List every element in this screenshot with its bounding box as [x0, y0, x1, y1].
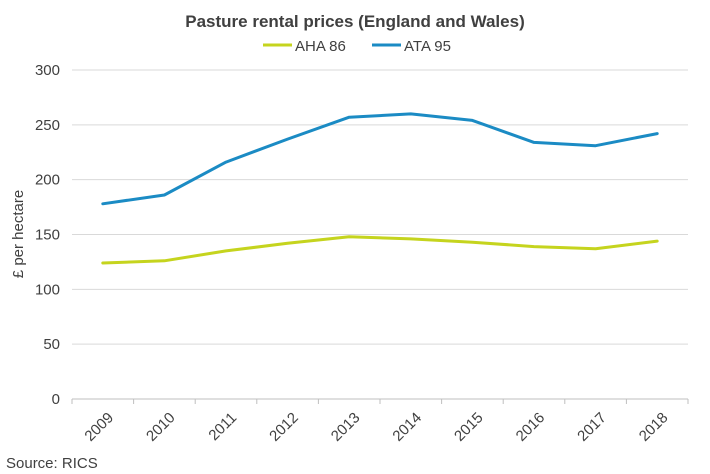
legend-label-ata-95: ATA 95 [404, 38, 451, 55]
y-tick-label: 50 [43, 336, 60, 353]
x-axis-ticks [71, 399, 689, 404]
y-tick-label: 300 [35, 62, 60, 79]
series-line-ata-95 [101, 112, 659, 206]
x-tick-label: 2018 [636, 409, 672, 445]
y-axis-tick-labels: 0 50 100 150 200 250 300 [35, 62, 60, 408]
y-tick-label: 0 [52, 391, 60, 408]
y-tick-label: 150 [35, 227, 60, 244]
x-tick-label: 2015 [451, 409, 487, 445]
x-tick-label: 2016 [513, 409, 549, 445]
y-tick-label: 200 [35, 172, 60, 189]
x-tick-label: 2013 [328, 409, 364, 445]
legend: AHA 86 ATA 95 [263, 38, 451, 55]
legend-label-aha-86: AHA 86 [295, 38, 346, 55]
y-tick-label: 100 [35, 281, 60, 298]
x-tick-label: 2017 [574, 409, 610, 445]
source-note: Source: RICS [6, 455, 98, 472]
x-tick-label: 2014 [389, 409, 425, 445]
chart-title: Pasture rental prices (England and Wales… [185, 12, 524, 31]
y-axis-label: £ per hectare [10, 190, 27, 278]
series-line-aha-86 [101, 235, 659, 265]
x-tick-label: 2012 [266, 409, 302, 445]
x-tick-label: 2009 [81, 409, 117, 445]
x-axis-tick-labels: 2009 2010 2011 2012 2013 2014 2015 2016 2017 2018 [81, 409, 671, 445]
gridlines [72, 69, 688, 345]
x-tick-label: 2010 [143, 409, 179, 445]
series-lines [101, 112, 659, 265]
y-tick-label: 250 [35, 117, 60, 134]
x-tick-label: 2011 [205, 409, 240, 444]
